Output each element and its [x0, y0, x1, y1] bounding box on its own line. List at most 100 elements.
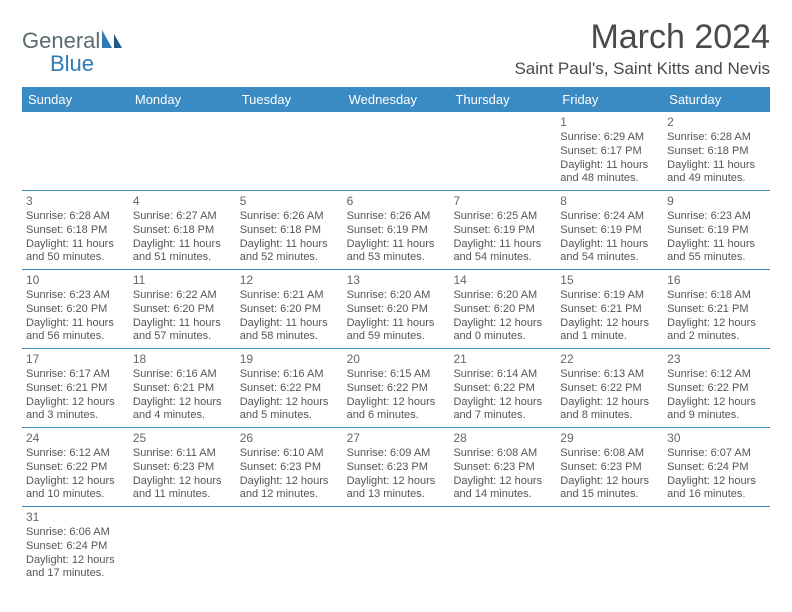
sunrise-line: Sunrise: 6:13 AM	[560, 368, 659, 382]
daylight-line: and 54 minutes.	[453, 251, 552, 265]
daylight-line: Daylight: 12 hours	[667, 317, 766, 331]
day-number: 22	[560, 352, 659, 367]
calendar-empty-cell	[343, 112, 450, 190]
day-number: 9	[667, 194, 766, 209]
daylight-line: Daylight: 11 hours	[240, 317, 339, 331]
calendar-day: 3Sunrise: 6:28 AMSunset: 6:18 PMDaylight…	[22, 191, 129, 269]
daylight-line: and 6 minutes.	[347, 409, 446, 423]
day-number: 20	[347, 352, 446, 367]
calendar-week: 3Sunrise: 6:28 AMSunset: 6:18 PMDaylight…	[22, 191, 770, 270]
day-number: 1	[560, 115, 659, 130]
daylight-line: and 3 minutes.	[26, 409, 125, 423]
sunrise-line: Sunrise: 6:10 AM	[240, 447, 339, 461]
sunrise-line: Sunrise: 6:24 AM	[560, 210, 659, 224]
daylight-line: and 4 minutes.	[133, 409, 232, 423]
sunset-line: Sunset: 6:20 PM	[453, 303, 552, 317]
sunset-line: Sunset: 6:19 PM	[560, 224, 659, 238]
daylight-line: Daylight: 12 hours	[133, 396, 232, 410]
daylight-line: Daylight: 11 hours	[667, 238, 766, 252]
calendar-week: 1Sunrise: 6:29 AMSunset: 6:17 PMDaylight…	[22, 112, 770, 191]
calendar-table: Sunday Monday Tuesday Wednesday Thursday…	[22, 87, 770, 585]
calendar-day: 25Sunrise: 6:11 AMSunset: 6:23 PMDayligh…	[129, 428, 236, 506]
sunset-line: Sunset: 6:24 PM	[667, 461, 766, 475]
sunrise-line: Sunrise: 6:06 AM	[26, 526, 125, 540]
sunrise-line: Sunrise: 6:26 AM	[240, 210, 339, 224]
daylight-line: Daylight: 11 hours	[347, 238, 446, 252]
daylight-line: and 1 minute.	[560, 330, 659, 344]
sunset-line: Sunset: 6:18 PM	[26, 224, 125, 238]
daylight-line: and 58 minutes.	[240, 330, 339, 344]
sunrise-line: Sunrise: 6:28 AM	[26, 210, 125, 224]
sunrise-line: Sunrise: 6:07 AM	[667, 447, 766, 461]
sunrise-line: Sunrise: 6:26 AM	[347, 210, 446, 224]
daylight-line: and 14 minutes.	[453, 488, 552, 502]
sunset-line: Sunset: 6:24 PM	[26, 540, 125, 554]
calendar-day: 21Sunrise: 6:14 AMSunset: 6:22 PMDayligh…	[449, 349, 556, 427]
sunrise-line: Sunrise: 6:17 AM	[26, 368, 125, 382]
day-number: 10	[26, 273, 125, 288]
calendar-body: 1Sunrise: 6:29 AMSunset: 6:17 PMDaylight…	[22, 112, 770, 585]
daylight-line: and 15 minutes.	[560, 488, 659, 502]
calendar-week: 17Sunrise: 6:17 AM Sunset: 6:21 PMDayligh…	[22, 349, 770, 428]
day-number: 17	[26, 352, 125, 367]
daylight-line: and 12 minutes.	[240, 488, 339, 502]
sunset-line: Sunset: 6:22 PM	[26, 461, 125, 475]
day-number: 13	[347, 273, 446, 288]
calendar-day: 8Sunrise: 6:24 AMSunset: 6:19 PMDaylight…	[556, 191, 663, 269]
sunrise-line: Sunrise: 6:23 AM	[667, 210, 766, 224]
daylight-line: and 59 minutes.	[347, 330, 446, 344]
daylight-line: Daylight: 11 hours	[560, 238, 659, 252]
sunset-line: Sunset: 6:18 PM	[667, 145, 766, 159]
page-title: March 2024	[514, 18, 770, 57]
calendar-day: 14Sunrise: 6:20 AMSunset: 6:20 PMDayligh…	[449, 270, 556, 348]
sunrise-line: Sunrise: 6:11 AM	[133, 447, 232, 461]
day-number: 8	[560, 194, 659, 209]
sail-icon	[100, 28, 126, 55]
day-number: 24	[26, 431, 125, 446]
calendar-empty-cell	[236, 507, 343, 585]
daylight-line: Daylight: 12 hours	[560, 475, 659, 489]
sunrise-line: Sunrise: 6:27 AM	[133, 210, 232, 224]
calendar-day: 4Sunrise: 6:27 AMSunset: 6:18 PMDaylight…	[129, 191, 236, 269]
calendar-day: 29Sunrise: 6:08 AMSunset: 6:23 PMDayligh…	[556, 428, 663, 506]
calendar-day: 19Sunrise: 6:16 AMSunset: 6:22 PMDayligh…	[236, 349, 343, 427]
sunset-line: Sunset: 6:23 PM	[560, 461, 659, 475]
daylight-line: and 5 minutes.	[240, 409, 339, 423]
calendar-day: 13Sunrise: 6:20 AMSunset: 6:20 PMDayligh…	[343, 270, 450, 348]
daylight-line: Daylight: 11 hours	[560, 159, 659, 173]
daylight-line: and 48 minutes.	[560, 172, 659, 186]
day-number: 31	[26, 510, 125, 525]
calendar-day: 16Sunrise: 6:18 AMSunset: 6:21 PMDayligh…	[663, 270, 770, 348]
daylight-line: and 2 minutes.	[667, 330, 766, 344]
sunset-line: Sunset: 6:21 PM	[133, 382, 232, 396]
sunrise-line: Sunrise: 6:14 AM	[453, 368, 552, 382]
daylight-line: and 11 minutes.	[133, 488, 232, 502]
daylight-line: Daylight: 12 hours	[667, 475, 766, 489]
day-number: 3	[26, 194, 125, 209]
day-number: 25	[133, 431, 232, 446]
day-number: 19	[240, 352, 339, 367]
daylight-line: and 49 minutes.	[667, 172, 766, 186]
sunset-line: Sunset: 6:22 PM	[240, 382, 339, 396]
calendar-day: 5Sunrise: 6:26 AMSunset: 6:18 PMDaylight…	[236, 191, 343, 269]
sunrise-line: Sunrise: 6:19 AM	[560, 289, 659, 303]
daylight-line: Daylight: 11 hours	[26, 317, 125, 331]
day-number: 5	[240, 194, 339, 209]
daylight-line: Daylight: 11 hours	[667, 159, 766, 173]
daylight-line: Daylight: 12 hours	[133, 475, 232, 489]
sunset-line: Sunset: 6:19 PM	[453, 224, 552, 238]
page-header: General Blue March 2024 Saint Paul's, Sa…	[22, 18, 770, 79]
sunset-line: Sunset: 6:22 PM	[560, 382, 659, 396]
day-number: 29	[560, 431, 659, 446]
sunset-line: Sunset: 6:20 PM	[347, 303, 446, 317]
daylight-line: and 56 minutes.	[26, 330, 125, 344]
daylight-line: Daylight: 12 hours	[26, 475, 125, 489]
dow-monday: Monday	[129, 87, 236, 112]
daylight-line: and 10 minutes.	[26, 488, 125, 502]
daylight-line: and 51 minutes.	[133, 251, 232, 265]
daylight-line: Daylight: 11 hours	[240, 238, 339, 252]
calendar-empty-cell	[129, 112, 236, 190]
sunrise-line: Sunrise: 6:29 AM	[560, 131, 659, 145]
daylight-line: Daylight: 11 hours	[26, 238, 125, 252]
sunset-line: Sunset: 6:19 PM	[667, 224, 766, 238]
